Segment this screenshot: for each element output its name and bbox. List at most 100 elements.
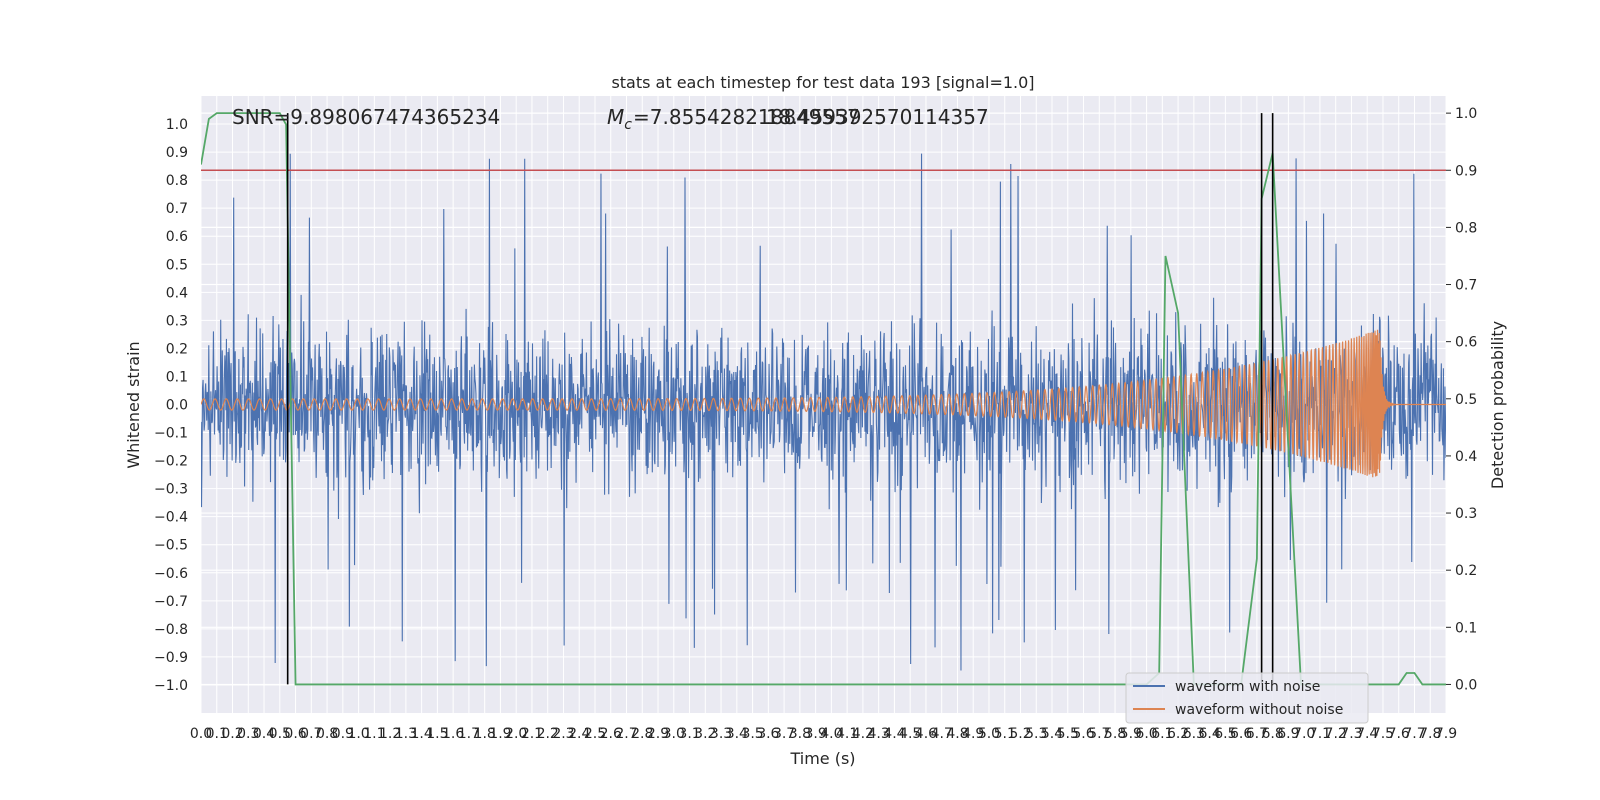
x-tick-label: 3.8 [789,726,811,742]
x-tick-label: 6.1 [1151,726,1173,742]
x-tick-label: 2.0 [505,726,527,742]
x-tick-label: 0.4 [253,726,275,742]
y-tick-label-right: 0.5 [1455,392,1477,408]
x-tick-label: 0.6 [284,726,306,742]
x-tick-label: 3.5 [741,726,763,742]
x-tick-label: 3.9 [804,726,826,742]
x-tick-label: 5.1 [994,726,1016,742]
x-tick-label: 3.1 [678,726,700,742]
y-tick-label-right: 0.7 [1455,278,1477,294]
x-tick-label: 7.4 [1356,726,1378,742]
tick-labels: 0.00.10.20.30.40.50.60.70.80.91.01.11.21… [154,106,1477,742]
x-tick-label: 2.4 [568,726,590,742]
x-tick-label: 4.7 [931,726,953,742]
x-tick-label: 2.3 [552,726,574,742]
x-tick-label: 6.8 [1262,726,1284,742]
x-tick-label: 7.1 [1309,726,1331,742]
x-tick-label: 5.4 [1041,726,1063,742]
x-tick-label: 1.7 [458,726,480,742]
x-tick-label: 7.8 [1419,726,1441,742]
y-tick-label-left: −0.8 [154,622,188,638]
x-tick-label: 0.5 [269,726,291,742]
x-tick-label: 2.6 [600,726,622,742]
y-tick-label-left: −0.1 [154,426,188,442]
y-tick-label-left: −0.9 [154,650,188,666]
y-tick-label-left: 0.9 [166,145,188,161]
y-tick-label-left: 0.3 [166,313,188,329]
x-tick-label: 5.2 [1009,726,1031,742]
y-tick-label-right: 0.8 [1455,220,1477,236]
x-tick-label: 2.8 [631,726,653,742]
y-tick-label-left: 1.0 [166,117,188,133]
x-tick-label: 1.1 [363,726,385,742]
y-tick-label-left: −0.2 [154,454,188,470]
x-tick-label: 1.9 [489,726,511,742]
mc-annotation-symbol: Mc [607,105,632,133]
x-tick-label: 2.2 [537,726,559,742]
y-tick-label-left: −0.4 [154,510,188,526]
legend-box [1125,672,1369,724]
y-tick-label-left: 0.6 [166,229,188,245]
x-tick-label: 1.0 [347,726,369,742]
x-tick-label: 0.2 [221,726,243,742]
x-tick-label: 1.2 [379,726,401,742]
x-tick-label: 1.5 [426,726,448,742]
x-tick-label: 0.0 [190,726,212,742]
x-tick-label: 3.3 [710,726,732,742]
x-tick-label: 5.8 [1104,726,1126,742]
x-tick-label: 7.9 [1435,726,1457,742]
x-tick-label: 0.8 [316,726,338,742]
x-tick-label: 3.0 [663,726,685,742]
y-tick-label-right: 0.2 [1455,563,1477,579]
y-tick-label-right: 0.4 [1455,449,1477,465]
y-tick-label-left: 0.5 [166,257,188,273]
x-tick-label: 6.2 [1167,726,1189,742]
x-tick-label: 0.3 [237,726,259,742]
x-tick-label: 6.0 [1135,726,1157,742]
x-axis-label: Time (s) [789,749,855,768]
y-axis-label-left: Whitened strain [124,341,143,468]
snr-annotation: SNR=9.898067474365234 [232,105,500,129]
y-tick-label-left: −0.5 [154,538,188,554]
y-tick-label-left: −0.6 [154,566,188,582]
x-tick-label: 0.9 [332,726,354,742]
x-tick-label: 1.3 [395,726,417,742]
y-tick-label-left: 0.2 [166,341,188,357]
y-tick-label-right: 0.3 [1455,506,1477,522]
x-tick-label: 0.7 [300,726,322,742]
x-tick-label: 6.6 [1230,726,1252,742]
x-tick-label: 4.0 [820,726,842,742]
x-tick-label: 5.9 [1120,726,1142,742]
x-tick-label: 5.5 [1057,726,1079,742]
x-tick-label: 3.2 [694,726,716,742]
legend-label-with-noise: waveform with noise [1175,679,1320,695]
mc-overlap-annotation: 18.459392570114357 [766,105,989,129]
x-tick-label: 7.5 [1372,726,1394,742]
x-tick-label: 4.9 [962,726,984,742]
x-tick-label: 5.6 [1072,726,1094,742]
y-tick-label-right: 1.0 [1455,106,1477,122]
series-waveform-without-noise [201,329,1446,478]
y-tick-label-left: 0.8 [166,173,188,189]
x-tick-label: 2.7 [615,726,637,742]
legend-label-without-noise: waveform without noise [1175,702,1343,718]
y-tick-label-left: 0.1 [166,369,188,385]
x-tick-label: 3.4 [726,726,748,742]
y-tick-label-left: −0.3 [154,482,188,498]
x-tick-label: 2.1 [521,726,543,742]
x-tick-label: 4.3 [868,726,890,742]
x-tick-label: 6.5 [1214,726,1236,742]
x-tick-label: 3.7 [773,726,795,742]
mc-annotation: =7.855428218849557 [633,105,860,129]
x-tick-label: 4.1 [836,726,858,742]
x-tick-label: 1.8 [474,726,496,742]
x-tick-label: 1.4 [411,726,433,742]
x-tick-label: 3.6 [757,726,779,742]
x-tick-label: 4.2 [852,726,874,742]
x-tick-label: 7.2 [1325,726,1347,742]
y-tick-label-right: 0.0 [1455,677,1477,693]
y-tick-label-left: 0.7 [166,201,188,217]
x-tick-label: 6.7 [1246,726,1268,742]
legend: waveform with noise waveform without noi… [1125,672,1369,724]
